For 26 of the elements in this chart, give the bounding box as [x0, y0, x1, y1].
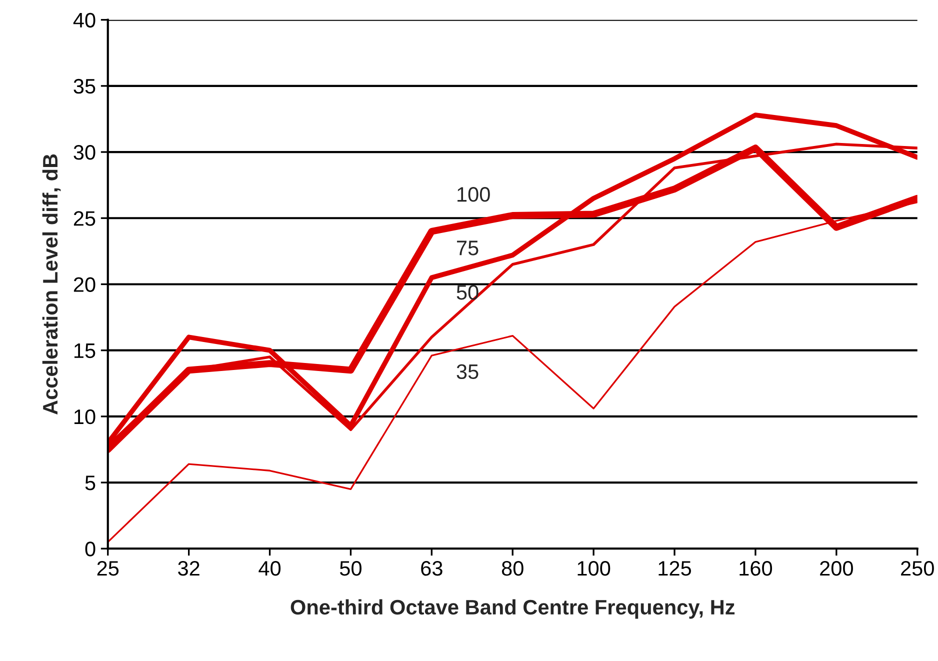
y-tick-label: 5: [85, 476, 96, 490]
x-tick-label: 125: [658, 560, 692, 576]
x-tick-label: 200: [820, 560, 853, 576]
x-tick-label: 32: [178, 560, 200, 576]
x-tick-label: 250: [901, 560, 934, 576]
y-tick-label: 40: [73, 12, 96, 28]
y-tick-label: 30: [74, 145, 96, 160]
x-tick-label: 80: [502, 560, 524, 576]
x-tick-label: 40: [258, 560, 281, 576]
y-tick-label: 25: [74, 211, 96, 226]
series-label: 100: [458, 187, 490, 202]
y-tick-label: 15: [74, 344, 96, 358]
x-axis-title: One-third Octave Band Centre Frequency, Hz: [290, 599, 735, 619]
y-tick-label: 0: [85, 542, 96, 556]
x-tick-label: 100: [578, 560, 610, 576]
y-tick-label: 10: [74, 409, 96, 424]
series-label: 35: [456, 364, 478, 380]
y-axis-title: Acceleration Level diff, dB: [42, 154, 61, 415]
x-tick-label: 25: [97, 560, 119, 576]
x-tick-label: 63: [421, 560, 442, 576]
series-label: 50: [456, 284, 478, 300]
x-tick-label: 50: [340, 560, 362, 576]
series-label: 75: [457, 240, 478, 256]
x-tick-label: 160: [740, 560, 772, 576]
y-tick-label: 35: [74, 78, 96, 94]
y-tick-label: 20: [74, 277, 96, 292]
